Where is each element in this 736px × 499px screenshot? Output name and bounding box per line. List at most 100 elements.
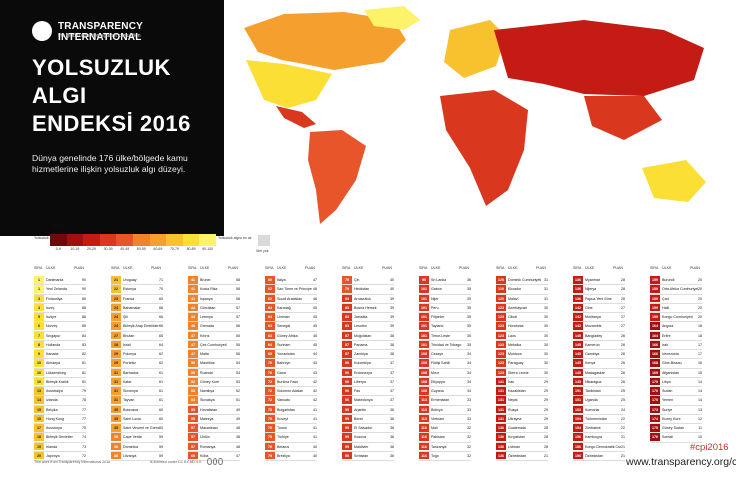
country-score: 24 (621, 407, 625, 412)
rank-badge: 47 (188, 340, 198, 349)
table-row: 173 Suriye 13 (650, 405, 702, 415)
country-score: 29 (544, 407, 548, 412)
country-name: Hindistan (354, 287, 369, 292)
country-score: 61 (159, 398, 163, 403)
country-score: 81 (82, 361, 86, 366)
country-name: İsveç (46, 305, 55, 310)
rank-badge: 116 (419, 442, 429, 451)
rank-badge: 24 (111, 303, 121, 312)
rank-badge: 113 (419, 405, 429, 414)
table-row: 64 Surinam 45 (265, 340, 317, 350)
country-score: 62 (159, 352, 163, 356)
table-row: 145 Kenya 26 (573, 359, 625, 369)
table-row: 159 Orta Afrika Cumhuriyeti 20 (650, 285, 702, 295)
country-score: 45 (313, 315, 317, 319)
table-row: 22 Estonya 70 (111, 285, 163, 295)
country-score: 81 (82, 370, 86, 375)
table-row: 136 Lübnan 28 (496, 442, 548, 452)
country-score: 85 (82, 324, 86, 329)
table-row: 10 Birleşik Krallık 81 (34, 377, 86, 387)
rank-badge: 170 (650, 387, 660, 395)
country-score: 28 (621, 278, 625, 282)
country-score: 33 (467, 416, 471, 421)
country-name: Lesotho (354, 324, 367, 329)
table-row: 7 Singapur 84 (34, 331, 86, 341)
country-name: Endonezya (354, 370, 372, 375)
website-url[interactable]: www.transparency.org/cpi (626, 456, 736, 468)
country-score: 66 (159, 305, 163, 310)
rank-badge: 27 (111, 331, 121, 340)
country-score: 79 (82, 389, 86, 393)
rank-badge: 113 (419, 396, 429, 404)
map-greenland (364, 6, 420, 30)
table-header: SIRA ÜLKE PUAN (342, 264, 394, 276)
country-score: 71 (159, 278, 163, 282)
country-score: 31 (544, 278, 548, 282)
country-score: 60 (159, 416, 163, 421)
table-row: 164 Angola 18 (650, 322, 702, 332)
country-score: 14 (698, 398, 702, 403)
rank-badge: 142 (573, 322, 583, 330)
country-name: Bhutan (123, 333, 135, 338)
legend-tick: 10-19 (70, 247, 80, 251)
table-row: 136 Guatemala 28 (496, 424, 548, 434)
table-row: 95 El Salvador 36 (342, 424, 394, 434)
rank-badge: 38 (111, 433, 121, 441)
table-row: 169 Afganistan 15 (650, 368, 702, 378)
country-score: 21 (621, 435, 625, 440)
map-europe (444, 20, 506, 78)
table-row: 176 Somali 10 (650, 433, 702, 443)
country-score: 32 (467, 435, 471, 440)
country-name: Kazakistan (508, 389, 526, 393)
country-score: 34 (467, 370, 471, 375)
country-name: Liberya (354, 379, 366, 384)
table-row: 4 İsveç 88 (34, 303, 86, 313)
table-row: 151 Tacikistan 25 (573, 387, 625, 397)
table-row: 41 Brunei 58 (188, 276, 240, 286)
rank-badge: 28 (111, 340, 121, 349)
rank-badge: 31 (111, 387, 121, 395)
country-score: 39 (390, 324, 394, 329)
country-name: Çin (354, 278, 360, 282)
country-name: Namibya (200, 389, 215, 393)
rank-badge: 64 (265, 331, 275, 340)
country-name: Lüksemburg (46, 370, 66, 375)
country-score: 86 (82, 315, 86, 319)
header-rank: SIRA (265, 266, 274, 270)
country-score: 58 (236, 278, 240, 282)
table-row: 131 Kazakistan 29 (496, 387, 548, 397)
table-row: 166 Venezuela 17 (650, 350, 702, 360)
table-row: 38 Dominika 59 (111, 442, 163, 452)
table-header: SIRA ÜLKE PUAN (265, 264, 317, 276)
country-score: 66 (159, 315, 163, 319)
rank-badge: 123 (496, 350, 506, 358)
rank-badge: 123 (496, 313, 506, 321)
table-row: 8 Hollanda 83 (34, 340, 86, 350)
table-column: SIRA ÜLKE PUAN 95 Sri Lanka 36 101 Gabon 35 101 Ni… (419, 264, 471, 461)
rank-badge: 64 (265, 303, 275, 312)
table-row: 29 Polonya 62 (111, 350, 163, 360)
country-name: Slovenya (123, 389, 138, 393)
country-score: 25 (621, 389, 625, 393)
rank-badge: 57 (188, 433, 198, 441)
country-name: Birleşik Devletler (46, 435, 73, 440)
map-central-america (276, 106, 316, 128)
table-row: 47 Çek Cumhuriyeti 55 (188, 340, 240, 350)
header-score: PUAN (536, 266, 546, 270)
country-score: 30 (544, 370, 548, 375)
table-row: 101 Filipinler 35 (419, 313, 471, 323)
table-row: 145 Bangladeş 26 (573, 331, 625, 341)
rank-badge: 113 (419, 414, 429, 423)
country-name: Nepal (508, 398, 518, 403)
rank-badge: 50 (188, 359, 198, 367)
country-name: Güney Sudan (662, 426, 684, 430)
rank-badge: 70 (265, 368, 275, 377)
table-row: 168 Gine-Bissau 16 (650, 359, 702, 369)
country-score: 20 (698, 296, 702, 301)
country-name: Azerbaycan (508, 305, 527, 310)
rank-badge: 19 (34, 442, 44, 451)
rank-badge: 44 (188, 313, 198, 321)
legend-swatch (66, 234, 84, 246)
country-name: Sierra Leone (508, 370, 529, 375)
country-score: 48 (236, 435, 240, 440)
